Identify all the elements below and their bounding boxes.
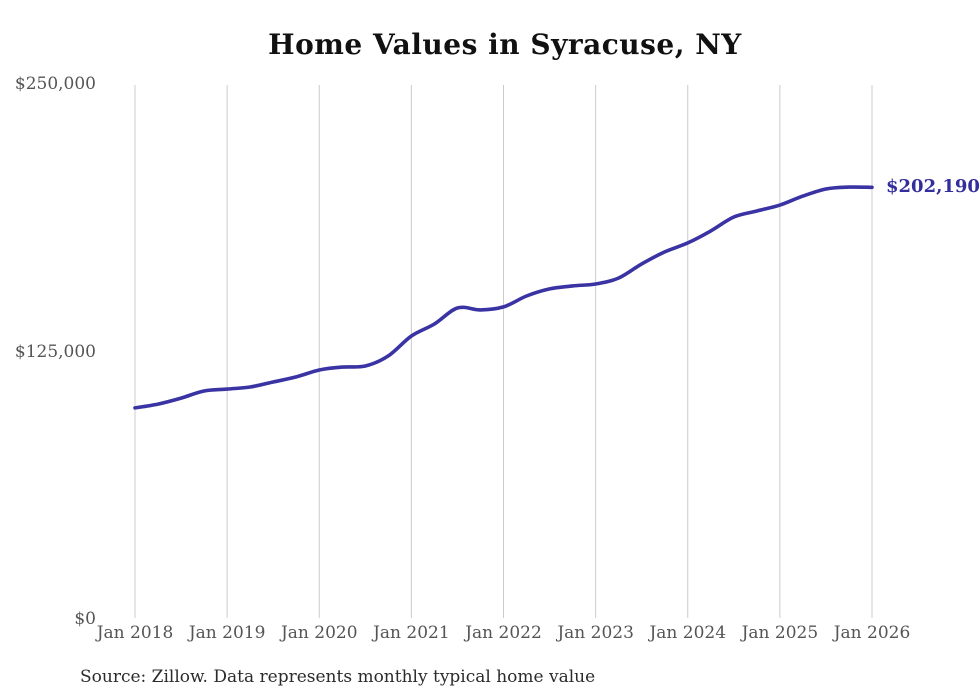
home-value-trend-line — [133, 185, 874, 410]
x-tick-label: Jan 2018 — [96, 623, 174, 643]
gridlines — [134, 85, 873, 618]
x-tick-label: Jan 2026 — [833, 623, 911, 643]
x-tick-label: Jan 2025 — [741, 623, 819, 643]
chart-title: Home Values in Syracuse, NY — [268, 28, 742, 61]
x-tick-label: Jan 2020 — [280, 623, 358, 643]
y-tick-label: $250,000 — [14, 74, 96, 94]
x-tick-label: Jan 2021 — [373, 623, 450, 643]
source-note: Source: Zillow. Data represents monthly … — [80, 667, 596, 687]
latest-value-label: $202,190 — [886, 176, 980, 197]
x-tick-label: Jan 2019 — [188, 623, 266, 643]
x-tick-label: Jan 2022 — [465, 623, 542, 643]
y-tick-label: $125,000 — [14, 341, 96, 362]
x-tick-label: Jan 2024 — [649, 623, 727, 643]
y-tick-label: $0 — [74, 609, 96, 629]
x-tick-label: Jan 2023 — [557, 623, 634, 643]
